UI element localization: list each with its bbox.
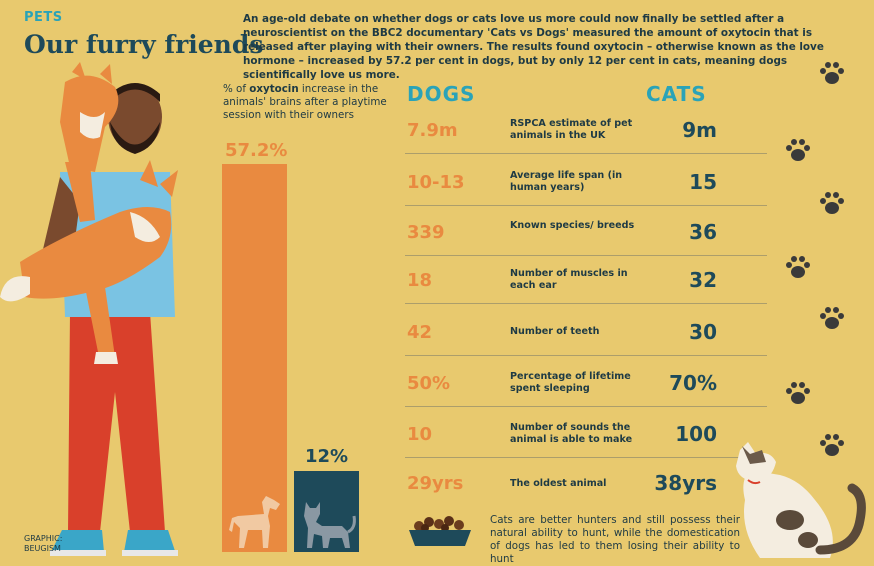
dogs-value: 10 xyxy=(407,424,433,445)
cats-value: 36 xyxy=(689,220,717,244)
cats-value: 38yrs xyxy=(654,471,717,495)
row-divider xyxy=(405,355,767,356)
comparison-row: 50% Percentage of lifetime spent sleeping… xyxy=(405,371,767,413)
cats-value: 70% xyxy=(669,371,717,395)
dogs-value: 29yrs xyxy=(407,473,464,494)
paw-print-icon xyxy=(820,192,844,214)
paw-print-icon xyxy=(820,307,844,329)
bar-label-dogs: 57.2% xyxy=(225,140,288,161)
comparison-row: 18 Number of muscles in each ear 32 xyxy=(405,268,767,310)
intro-text: An age-old debate on whether dogs or cat… xyxy=(243,13,824,81)
dogs-value: 50% xyxy=(407,373,451,394)
pet-food-bowl-icon xyxy=(409,516,471,546)
cats-value: 32 xyxy=(689,268,717,292)
row-divider xyxy=(405,153,767,154)
paw-print-icon xyxy=(786,256,810,278)
bar-label-cats: 12% xyxy=(305,446,349,467)
row-divider xyxy=(405,406,767,407)
row-label: Number of sounds the animal is able to m… xyxy=(510,422,633,445)
comparison-row: 10-13 Average life span (in human years) 1… xyxy=(405,170,767,212)
row-label: Number of teeth xyxy=(510,326,600,337)
sitting-cat-illustration xyxy=(736,442,866,558)
row-label: Known species/ breeds xyxy=(510,220,635,231)
footer-note: Cats are better hunters and still posses… xyxy=(490,514,740,565)
comparison-row: 29yrs The oldest animal 38yrs xyxy=(405,471,765,513)
comparison-row: 339 Known species/ breeds 36 xyxy=(405,220,767,262)
paw-print-icon xyxy=(786,382,810,404)
cats-value: 9m xyxy=(682,118,717,142)
dogs-value: 18 xyxy=(407,270,433,291)
dogs-value: 339 xyxy=(407,222,445,243)
dogs-value: 7.9m xyxy=(407,120,458,141)
dogs-value: 42 xyxy=(407,322,433,343)
comparison-row: 42 Number of teeth 30 xyxy=(405,320,767,362)
graphic-credit: GRAPHIC: BEUGISM xyxy=(24,534,63,553)
page-title: Our furry friends xyxy=(24,30,264,59)
row-label: The oldest animal xyxy=(510,478,607,489)
row-label: RSPCA estimate of pet animals in the UK xyxy=(510,118,633,141)
row-label: Percentage of lifetime spent sleeping xyxy=(510,371,631,394)
paw-print-icon xyxy=(820,434,844,456)
dogs-header: DOGS xyxy=(407,82,476,106)
comparison-row: 10 Number of sounds the animal is able to… xyxy=(405,422,767,464)
cat-silhouette-icon xyxy=(304,502,356,548)
row-divider xyxy=(405,255,767,256)
bar-dogs xyxy=(222,164,287,552)
dogs-value: 10-13 xyxy=(407,172,465,193)
chart-caption: % of oxytocin increase in the animals' b… xyxy=(223,83,387,121)
row-divider xyxy=(405,303,767,304)
cats-value: 100 xyxy=(675,422,717,446)
section-kicker: PETS xyxy=(24,10,63,25)
cats-value: 15 xyxy=(689,170,717,194)
row-divider xyxy=(405,205,767,206)
paw-print-icon xyxy=(820,62,844,84)
dog-silhouette-icon xyxy=(229,496,280,548)
row-divider xyxy=(405,457,767,458)
paw-print-icon xyxy=(786,139,810,161)
comparison-row: 7.9m RSPCA estimate of pet animals in the… xyxy=(405,118,767,160)
cats-value: 30 xyxy=(689,320,717,344)
row-label: Number of muscles in each ear xyxy=(510,268,628,291)
man-with-dogs-illustration xyxy=(0,62,178,556)
cats-header: CATS xyxy=(646,82,707,106)
row-label: Average life span (in human years) xyxy=(510,170,623,193)
